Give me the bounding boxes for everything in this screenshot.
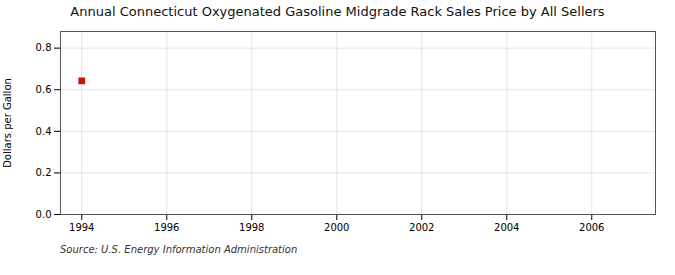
svg-text:0.4: 0.4 bbox=[36, 126, 52, 137]
svg-text:2000: 2000 bbox=[324, 222, 349, 233]
svg-text:2002: 2002 bbox=[409, 222, 434, 233]
svg-text:1994: 1994 bbox=[69, 222, 94, 233]
svg-text:0.6: 0.6 bbox=[36, 84, 52, 95]
svg-text:1996: 1996 bbox=[154, 222, 179, 233]
html-text:Annual Connecticut Oxygenated: Annual Connecticut Oxygenated Gasoline M… bbox=[70, 4, 605, 19]
svg-text:1998: 1998 bbox=[239, 222, 264, 233]
svg-text:0.2: 0.2 bbox=[36, 167, 52, 178]
svg-text:2006: 2006 bbox=[579, 222, 604, 233]
svg-text:Dollars per Gallon: Dollars per Gallon bbox=[2, 78, 13, 168]
html-text:Source: U.S. Energy Informatio: Source: U.S. Energy Information Administ… bbox=[60, 244, 298, 255]
svg-text:0.8: 0.8 bbox=[36, 42, 52, 53]
svg-text:2004: 2004 bbox=[494, 222, 519, 233]
svg-text:0.0: 0.0 bbox=[36, 209, 52, 220]
